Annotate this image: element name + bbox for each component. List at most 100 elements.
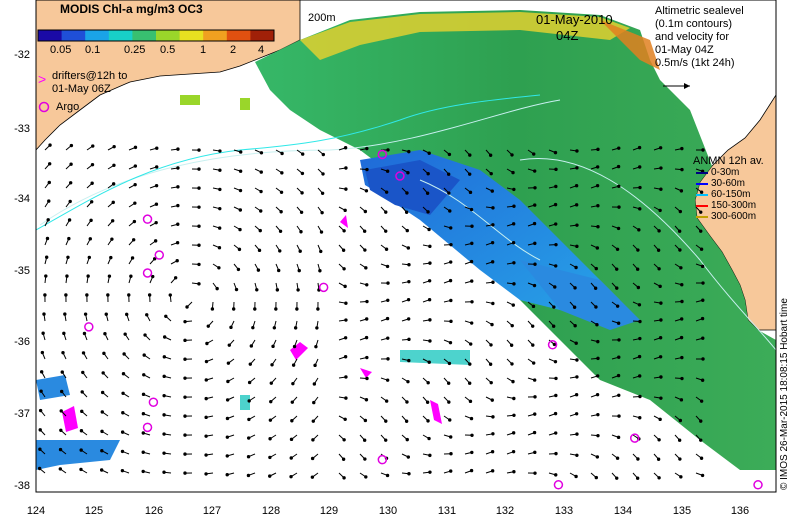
velocity-arrowhead: [131, 238, 136, 242]
velocity-arrowhead: [300, 191, 304, 195]
velocity-arrowhead: [488, 362, 493, 366]
velocity-arrowhead: [615, 456, 620, 460]
argo-float-marker: [84, 322, 94, 332]
velocity-arrowhead: [183, 338, 187, 343]
velocity-arrowhead: [154, 202, 159, 206]
velocity-arrowhead: [343, 208, 347, 213]
velocity-arrowhead: [490, 260, 495, 264]
velocity-arrowhead: [41, 331, 45, 335]
velocity-arrowhead: [106, 293, 110, 297]
velocity-arrowhead: [365, 376, 369, 381]
velocity-arrowhead: [280, 171, 284, 175]
velocity-arrowhead: [701, 298, 705, 302]
velocity-arrowhead: [635, 476, 640, 480]
velocity-arrowhead: [427, 436, 431, 441]
velocity-arrowhead: [204, 453, 208, 457]
velocity-arrowhead: [312, 400, 316, 405]
velocity-arrowhead: [468, 172, 472, 176]
velocity-arrowhead: [554, 431, 558, 435]
velocity-arrowhead: [659, 396, 663, 400]
velocity-arrowhead: [90, 162, 95, 167]
colorbar-swatch: [85, 30, 110, 41]
velocity-arrowhead: [659, 318, 663, 322]
velocity-arrowhead: [162, 335, 167, 339]
velocity-arrowhead: [47, 162, 52, 166]
sea-level-contours: [39, 99, 777, 351]
velocity-arrowhead: [405, 191, 409, 195]
velocity-arrowhead: [238, 208, 243, 212]
velocity-arrowhead: [59, 409, 63, 413]
velocity-arrowhead: [554, 451, 558, 456]
high-chlorophyll-coast: [300, 12, 630, 60]
velocity-arrowhead: [296, 288, 300, 292]
velocity-arrowhead: [218, 149, 222, 153]
velocity-arrowhead: [553, 411, 558, 416]
velocity-arrowhead: [103, 332, 107, 336]
velocity-arrowhead: [47, 180, 51, 185]
velocity-arrowhead: [489, 171, 493, 176]
velocity-arrowhead: [112, 144, 116, 149]
colorbar-swatch: [250, 30, 275, 41]
velocity-arrowhead: [511, 449, 516, 454]
velocity-arrowhead: [448, 418, 452, 422]
velocity-arrowhead: [428, 339, 432, 343]
velocity-arrowhead: [552, 342, 557, 347]
velocity-arrowhead: [512, 470, 516, 474]
argo-float-marker: [753, 480, 763, 490]
velocity-arrowhead: [385, 264, 390, 269]
velocity-arrowhead: [61, 350, 65, 355]
velocity-arrowhead: [289, 456, 293, 460]
velocity-arrowhead: [238, 169, 243, 173]
velocity-arrowhead: [293, 326, 298, 330]
velocity-arrowhead: [491, 206, 495, 210]
velocity-arrowhead: [231, 307, 236, 311]
velocity-arrowhead: [659, 301, 663, 305]
velocity-arrowhead: [575, 166, 579, 170]
velocity-arrowhead: [637, 303, 642, 307]
velocity-arrowhead: [448, 209, 452, 213]
velocity-arrowhead: [593, 286, 598, 290]
velocity-arrowhead: [617, 338, 621, 342]
colorbar-swatch: [61, 30, 86, 41]
velocity-arrowhead: [596, 203, 600, 208]
velocity-arrowhead: [175, 241, 180, 245]
velocity-arrowhead: [701, 281, 705, 285]
velocity-arrowhead: [532, 152, 536, 156]
velocity-arrowhead: [162, 451, 166, 455]
velocity-arrowhead: [43, 293, 47, 297]
velocity-arrowhead: [299, 230, 303, 234]
velocity-arrowhead: [38, 447, 42, 451]
argo-float-marker: [142, 268, 153, 278]
velocity-arrowhead: [87, 255, 92, 260]
velocity-arrowhead: [83, 312, 88, 316]
argo-float-marker: [377, 454, 388, 465]
velocity-arrowhead: [446, 381, 451, 385]
velocity-arrowhead: [575, 223, 579, 227]
velocity-arrowhead: [699, 456, 704, 460]
velocity-arrowhead: [79, 467, 83, 472]
velocity-arrowhead: [291, 363, 296, 367]
velocity-arrowhead: [86, 274, 90, 278]
velocity-arrowhead: [69, 143, 74, 148]
velocity-arrowhead: [637, 145, 642, 150]
velocity-arrowhead: [272, 326, 277, 330]
velocity-arrowhead: [637, 228, 641, 232]
velocity-arrowhead: [511, 431, 516, 435]
velocity-arrowhead: [678, 457, 682, 461]
velocity-arrowhead: [270, 363, 274, 367]
velocity-arrowhead: [123, 332, 127, 336]
velocity-arrowhead: [291, 381, 295, 386]
velocity-arrowhead: [657, 476, 661, 480]
velocity-arrowhead: [363, 209, 368, 214]
argo-float-marker: [142, 214, 153, 224]
velocity-arrowhead: [130, 256, 135, 260]
velocity-arrowhead: [364, 189, 369, 193]
velocity-arrowhead: [680, 167, 684, 172]
velocity-arrowhead: [407, 337, 411, 342]
velocity-arrowhead: [310, 475, 315, 479]
velocity-arrowhead: [183, 452, 187, 456]
velocity-arrowhead: [532, 283, 537, 288]
velocity-arrowhead: [470, 279, 474, 283]
velocity-arrowhead: [595, 165, 600, 169]
